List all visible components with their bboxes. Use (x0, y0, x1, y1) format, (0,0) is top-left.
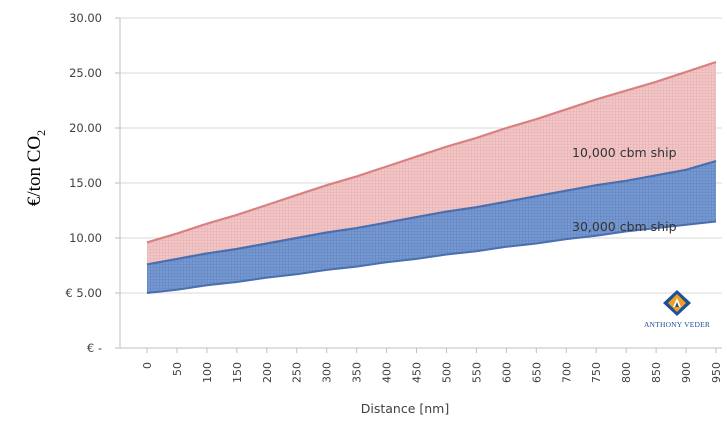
x-tick-label: 800 (620, 362, 633, 383)
series-upper-line-1 (146, 159, 717, 266)
y-tick-label: 10.00 (69, 231, 102, 245)
y-tick-label: 30.00 (69, 11, 102, 25)
series-lower-line-1 (146, 220, 717, 294)
y-tick-label: 25.00 (69, 66, 102, 80)
y-tick-label: € - (87, 341, 102, 355)
x-tick-label: 0 (141, 362, 154, 369)
x-tick-label: 650 (530, 362, 543, 383)
x-tick-label: 900 (680, 362, 693, 383)
series-area-1 (147, 161, 716, 293)
x-axis-title: Distance [nm] (361, 401, 449, 416)
x-tick-label: 250 (291, 362, 304, 383)
y-axis-title-main: €/ton CO (24, 136, 45, 206)
x-tick-marks (146, 348, 717, 353)
svg-text:€/ton CO2: €/ton CO2 (24, 130, 48, 206)
logo-text: ANTHONY VEDER (644, 320, 710, 329)
x-tick-labels: 0 50 100 150 200 250 300 350 400 450 500 550 600 650 7… (141, 362, 723, 383)
series-lines (146, 60, 717, 294)
y-axis-title: €/ton CO2 (24, 130, 48, 206)
x-tick-label: 450 (411, 362, 424, 383)
x-tick-label: 850 (650, 362, 663, 383)
x-tick-label: 750 (590, 362, 603, 383)
x-tick-label: 100 (201, 362, 214, 383)
x-tick-label: 50 (171, 362, 184, 376)
x-tick-label: 150 (231, 362, 244, 383)
series-label-10000-cbm: 10,000 cbm ship (572, 145, 677, 160)
x-tick-label: 350 (351, 362, 364, 383)
y-axis-title-subscript: 2 (34, 130, 48, 136)
series-label-30000-cbm: 30,000 cbm ship (572, 219, 677, 234)
series-upper-line-0 (146, 60, 717, 244)
anthony-veder-logo: ANTHONY VEDER (644, 290, 710, 329)
x-tick-label: 550 (470, 362, 483, 383)
x-tick-label: 600 (500, 362, 513, 383)
x-tick-label: 500 (440, 362, 453, 383)
y-tick-label: € 5.00 (65, 286, 102, 300)
series-area-0 (147, 62, 716, 265)
series-areas (147, 62, 716, 293)
x-tick-label: 300 (321, 362, 334, 383)
y-tick-label: 15.00 (69, 176, 102, 190)
y-tick-labels: € - € 5.00 10.00 15.00 20.00 25.00 30.00 (65, 11, 102, 355)
x-tick-label: 950 (710, 362, 723, 383)
y-tick-label: 20.00 (69, 121, 102, 135)
logo-diamond-icon (663, 290, 691, 316)
x-tick-label: 200 (261, 362, 274, 383)
x-tick-label: 700 (560, 362, 573, 383)
x-tick-label: 400 (381, 362, 394, 383)
